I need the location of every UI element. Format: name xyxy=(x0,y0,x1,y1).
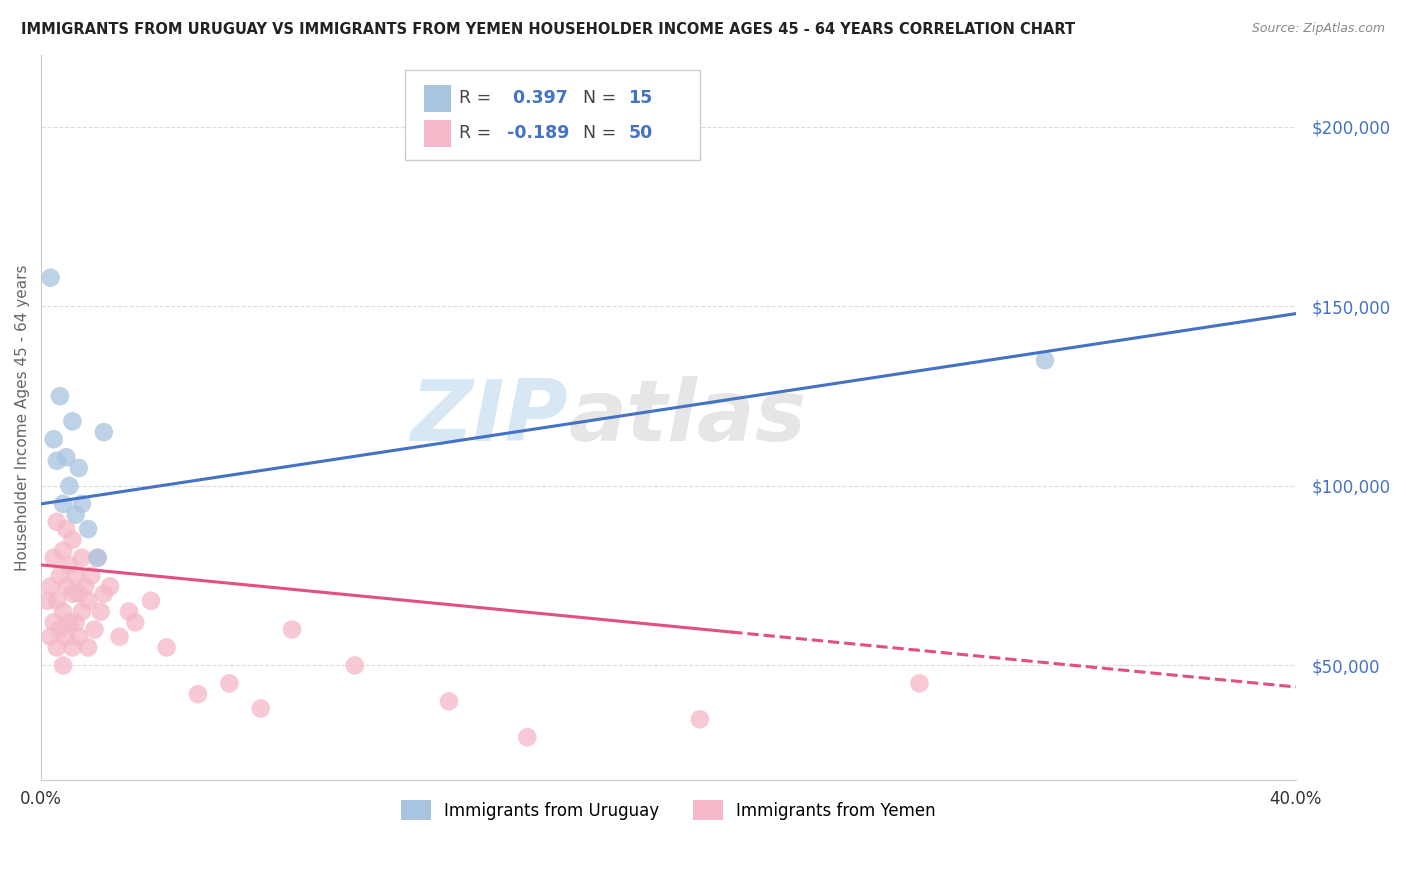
Point xyxy=(93,586,115,600)
Text: 50: 50 xyxy=(628,124,652,143)
Point xyxy=(155,640,177,655)
Point xyxy=(52,543,75,558)
Point xyxy=(124,615,146,630)
Y-axis label: Householder Income Ages 45 - 64 years: Householder Income Ages 45 - 64 years xyxy=(15,264,30,571)
Point xyxy=(45,515,67,529)
Point xyxy=(67,461,90,475)
Point xyxy=(70,497,93,511)
Point xyxy=(42,432,65,446)
Point xyxy=(62,533,84,547)
Text: -0.189: -0.189 xyxy=(506,124,569,143)
Point xyxy=(70,550,93,565)
Point xyxy=(49,623,72,637)
Point xyxy=(52,497,75,511)
Point xyxy=(118,605,141,619)
Point xyxy=(908,676,931,690)
Point xyxy=(139,594,162,608)
Text: IMMIGRANTS FROM URUGUAY VS IMMIGRANTS FROM YEMEN HOUSEHOLDER INCOME AGES 45 - 64: IMMIGRANTS FROM URUGUAY VS IMMIGRANTS FR… xyxy=(21,22,1076,37)
Bar xyxy=(423,120,451,147)
Point xyxy=(62,586,84,600)
Point xyxy=(249,701,271,715)
Point xyxy=(218,676,240,690)
Text: 0.397: 0.397 xyxy=(506,89,568,107)
Point xyxy=(62,640,84,655)
Point xyxy=(1033,353,1056,368)
Point xyxy=(45,640,67,655)
Point xyxy=(42,615,65,630)
Point xyxy=(58,615,80,630)
Point xyxy=(187,687,209,701)
Text: N =: N = xyxy=(572,89,621,107)
Point xyxy=(65,508,87,522)
Point xyxy=(49,568,72,582)
Point xyxy=(42,550,65,565)
Point xyxy=(86,550,108,565)
Point xyxy=(39,579,62,593)
Point xyxy=(77,594,100,608)
Point xyxy=(281,623,304,637)
Point xyxy=(55,630,77,644)
Point xyxy=(52,605,75,619)
Text: R =: R = xyxy=(458,89,496,107)
Point xyxy=(55,579,77,593)
Point xyxy=(55,522,77,536)
Point xyxy=(77,522,100,536)
Point xyxy=(39,270,62,285)
Point xyxy=(45,594,67,608)
Point xyxy=(49,389,72,403)
Text: Source: ZipAtlas.com: Source: ZipAtlas.com xyxy=(1251,22,1385,36)
Point xyxy=(70,605,93,619)
Text: N =: N = xyxy=(572,124,621,143)
Text: R =: R = xyxy=(458,124,496,143)
Point xyxy=(39,630,62,644)
Point xyxy=(58,558,80,572)
Point xyxy=(77,640,100,655)
Legend: Immigrants from Uruguay, Immigrants from Yemen: Immigrants from Uruguay, Immigrants from… xyxy=(395,794,942,826)
Point xyxy=(83,623,105,637)
Bar xyxy=(423,85,451,112)
Point xyxy=(80,568,103,582)
Point xyxy=(55,450,77,465)
Point xyxy=(93,425,115,439)
Point xyxy=(98,579,121,593)
Point xyxy=(65,615,87,630)
Point xyxy=(86,550,108,565)
Point xyxy=(343,658,366,673)
Point xyxy=(62,414,84,428)
Point xyxy=(45,454,67,468)
Text: ZIP: ZIP xyxy=(411,376,568,459)
Point xyxy=(58,479,80,493)
Point xyxy=(67,586,90,600)
Point xyxy=(65,568,87,582)
Point xyxy=(90,605,112,619)
Text: 15: 15 xyxy=(628,89,652,107)
Point xyxy=(516,730,538,744)
Point xyxy=(37,594,59,608)
Point xyxy=(67,630,90,644)
Text: atlas: atlas xyxy=(568,376,806,459)
Point xyxy=(52,658,75,673)
FancyBboxPatch shape xyxy=(405,70,700,161)
Point xyxy=(73,579,96,593)
Point xyxy=(689,712,711,726)
Point xyxy=(108,630,131,644)
Point xyxy=(437,694,460,708)
